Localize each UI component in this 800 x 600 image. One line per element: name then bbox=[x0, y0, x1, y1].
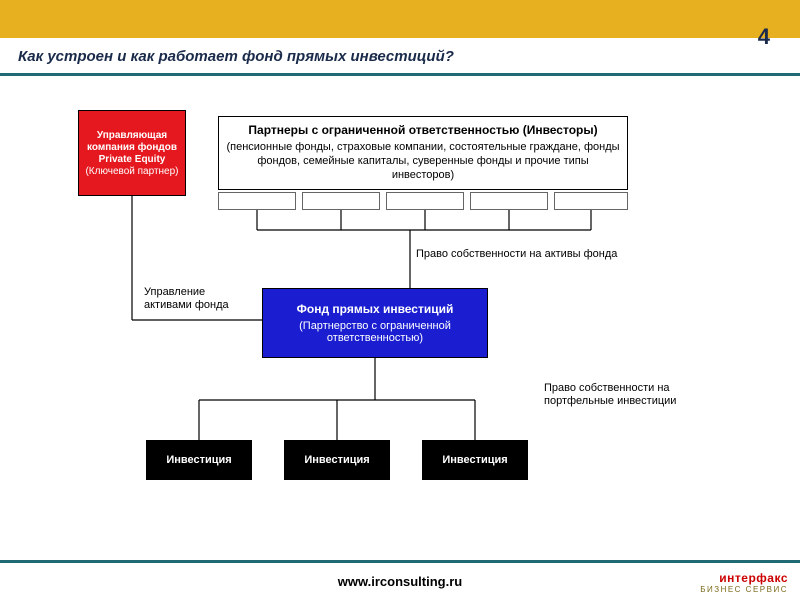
footer-logo: интерфакс БИЗНЕС СЕРВИС bbox=[700, 571, 788, 594]
node-inv1-title: Инвестиция bbox=[166, 454, 231, 466]
node-fund-title: Фонд прямых инвестиций bbox=[297, 302, 454, 316]
node-gp-sub: (Ключевой партнер) bbox=[85, 166, 178, 177]
logo-brand: интерфакс bbox=[700, 571, 788, 585]
empty-box-3 bbox=[470, 192, 548, 210]
node-inv1: Инвестиция bbox=[146, 440, 252, 480]
empty-box-0 bbox=[218, 192, 296, 210]
node-lp: Партнеры с ограниченной ответственностью… bbox=[218, 116, 628, 190]
edge-label-management: Управление активами фонда bbox=[144, 286, 254, 312]
footer-url: www.irconsulting.ru bbox=[338, 574, 462, 589]
node-inv3: Инвестиция bbox=[422, 440, 528, 480]
node-lp-sub: (пенсионные фонды, страховые компании, с… bbox=[225, 141, 621, 182]
footer: www.irconsulting.ru интерфакс БИЗНЕС СЕР… bbox=[0, 560, 800, 600]
empty-box-1 bbox=[302, 192, 380, 210]
title-bar: Как устроен и как работает фонд прямых и… bbox=[0, 38, 800, 76]
diagram-canvas: Управляющая компания фондов Private Equi… bbox=[0, 80, 800, 560]
node-fund: Фонд прямых инвестиций (Партнерство с огр… bbox=[262, 288, 488, 358]
page-title: Как устроен и как работает фонд прямых и… bbox=[18, 48, 782, 65]
edge-label-ownership_assets: Право собственности на активы фонда bbox=[416, 248, 676, 261]
node-lp-title: Партнеры с ограниченной ответственностью… bbox=[248, 123, 597, 137]
empty-box-2 bbox=[386, 192, 464, 210]
node-fund-sub: (Партнерство с ограниченной ответственно… bbox=[269, 320, 481, 344]
node-gp: Управляющая компания фондов Private Equi… bbox=[78, 110, 186, 196]
node-inv3-title: Инвестиция bbox=[442, 454, 507, 466]
node-gp-title: Управляющая компания фондов Private Equi… bbox=[85, 130, 179, 166]
empty-box-4 bbox=[554, 192, 628, 210]
header-gold-stripe bbox=[0, 0, 800, 38]
node-inv2: Инвестиция bbox=[284, 440, 390, 480]
node-inv2-title: Инвестиция bbox=[304, 454, 369, 466]
edge-label-ownership_portfolio: Право собственности на портфельные инвес… bbox=[544, 382, 724, 408]
logo-sub: БИЗНЕС СЕРВИС bbox=[700, 585, 788, 594]
